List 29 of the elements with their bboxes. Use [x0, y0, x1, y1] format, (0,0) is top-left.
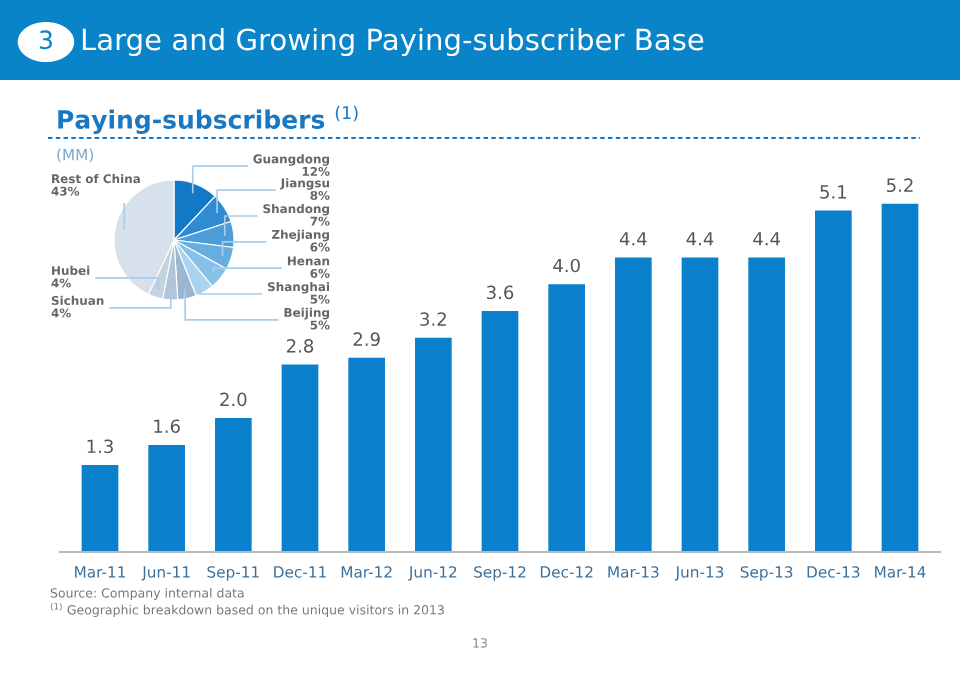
bar — [548, 284, 585, 552]
bar — [415, 337, 452, 552]
data-label: 4.0 — [553, 258, 580, 273]
data-label: 2.9 — [353, 332, 380, 347]
bar — [81, 464, 119, 552]
data-label: 1.6 — [154, 419, 180, 434]
data-label: 5.2 — [887, 178, 913, 193]
data-label: 4.4 — [686, 232, 714, 246]
bar — [281, 364, 319, 552]
bar — [748, 257, 785, 552]
bar — [215, 418, 252, 552]
bar — [348, 357, 385, 552]
data-label: 4.4 — [619, 232, 647, 246]
chart-title: Large and Growing Paying-subscriber Base — [82, 27, 704, 57]
data-label: 3.6 — [487, 285, 514, 300]
bar — [148, 444, 185, 552]
bar — [881, 203, 919, 552]
bar — [615, 257, 652, 552]
bar — [681, 257, 719, 552]
data-label: 4.4 — [753, 232, 781, 246]
data-label: 1.3 — [87, 439, 113, 454]
data-label: 3.2 — [420, 312, 446, 326]
text: 3 — [39, 30, 52, 50]
bar — [815, 210, 852, 552]
bar — [481, 310, 519, 552]
data-label: 2.0 — [220, 392, 247, 407]
chart-subtitle: Paying-subscribers $^{(1)}$ — [58, 105, 358, 134]
data-label: 5.1 — [820, 185, 847, 199]
data-label: 2.8 — [286, 339, 314, 353]
